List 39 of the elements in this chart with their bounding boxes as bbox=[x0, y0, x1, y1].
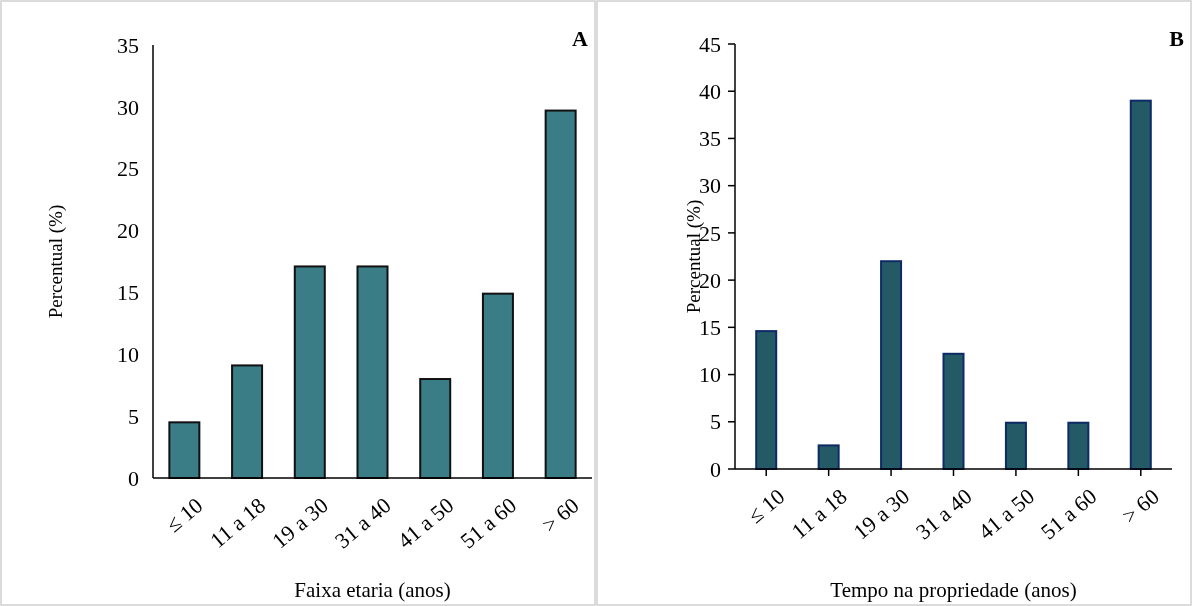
x-tick-label: > 60 bbox=[1117, 483, 1164, 529]
y-axis-title: Percentual (%) bbox=[45, 204, 67, 319]
bar bbox=[168, 421, 201, 479]
bar bbox=[817, 444, 840, 470]
y-tick-label: 40 bbox=[699, 78, 721, 104]
y-tick-label: 30 bbox=[117, 94, 139, 120]
y-tick-label: 0 bbox=[128, 465, 139, 491]
bar bbox=[880, 260, 903, 470]
bar bbox=[1129, 99, 1152, 470]
y-tick-label: 25 bbox=[117, 156, 139, 182]
annotation: A bbox=[572, 26, 589, 51]
bar bbox=[293, 265, 326, 479]
bar bbox=[419, 378, 452, 479]
y-tick-label: 0 bbox=[710, 456, 721, 482]
x-axis-title: Tempo na propriedade (anos) bbox=[830, 578, 1077, 602]
bar bbox=[942, 352, 965, 470]
y-tick-label: 30 bbox=[699, 173, 721, 199]
y-tick-label: 5 bbox=[710, 409, 721, 435]
bar bbox=[1004, 421, 1027, 470]
x-axis-title: Faixa etaria (anos) bbox=[294, 578, 451, 602]
bar bbox=[755, 330, 778, 470]
y-tick-label: 45 bbox=[699, 31, 721, 57]
y-tick-label: 10 bbox=[117, 341, 139, 367]
y-tick-label: 15 bbox=[699, 315, 721, 341]
y-tick-label: 20 bbox=[117, 218, 139, 244]
bar bbox=[356, 265, 389, 479]
y-tick-label: 20 bbox=[699, 267, 721, 293]
x-tick-label: ≤ 10 bbox=[161, 492, 208, 538]
annotation: B bbox=[1169, 26, 1185, 51]
y-tick-label: 5 bbox=[128, 403, 139, 429]
bar bbox=[544, 109, 577, 479]
bar bbox=[1067, 421, 1090, 470]
x-tick-label: > 60 bbox=[537, 492, 584, 538]
bar bbox=[481, 292, 514, 479]
y-tick-label: 35 bbox=[699, 126, 721, 152]
y-tick-label: 10 bbox=[699, 362, 721, 388]
y-tick-label: 35 bbox=[117, 32, 139, 58]
y-tick-label: 15 bbox=[117, 280, 139, 306]
bar bbox=[231, 364, 264, 479]
